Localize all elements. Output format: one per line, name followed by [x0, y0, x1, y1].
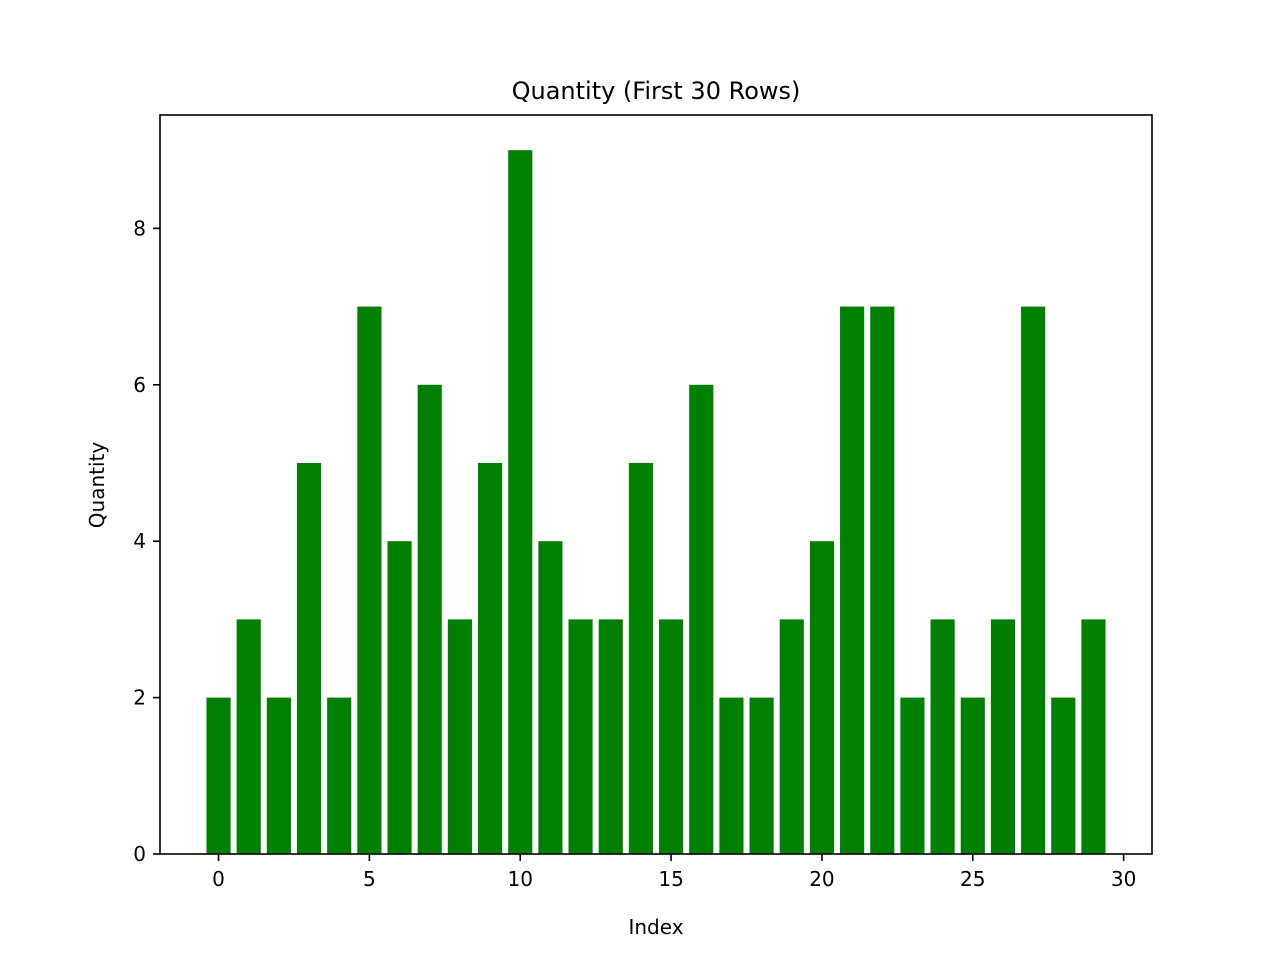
- x-tick-label-15: 15: [658, 867, 683, 891]
- bar-21: [840, 306, 865, 854]
- bar-26: [990, 619, 1016, 854]
- bar-24: [930, 619, 955, 854]
- plot-area-frame: [159, 114, 1153, 855]
- bar-17: [719, 697, 744, 854]
- x-tick-label-5: 5: [363, 867, 376, 891]
- bar-2: [266, 697, 291, 854]
- bar-4: [327, 697, 352, 854]
- bars-group: [206, 150, 1106, 854]
- bar-3: [296, 462, 322, 854]
- bar-0: [206, 697, 231, 854]
- x-tick-label-25: 25: [960, 867, 985, 891]
- x-axis-ticks: 0 5 10 15 20 25 30: [212, 854, 1136, 891]
- y-tick-label-0: 0: [133, 842, 146, 866]
- bar-19: [779, 619, 804, 854]
- bar-23: [900, 697, 925, 854]
- y-tick-label-6: 6: [133, 373, 146, 397]
- y-axis-ticks: 0 2 4 6 8: [133, 216, 160, 866]
- bar-5: [357, 306, 382, 854]
- bar-12: [568, 619, 593, 854]
- bar-20: [809, 541, 835, 854]
- bar-6: [387, 541, 412, 854]
- x-tick-label-30: 30: [1111, 867, 1136, 891]
- y-axis-label: Quantity: [85, 442, 109, 529]
- bar-8: [447, 619, 472, 854]
- bar-16: [689, 384, 714, 854]
- x-axis-label: Index: [628, 915, 683, 939]
- bar-13: [598, 619, 623, 854]
- bar-10: [508, 150, 533, 854]
- bar-7: [417, 384, 442, 854]
- y-tick-label-4: 4: [133, 529, 146, 553]
- x-tick-label-10: 10: [508, 867, 533, 891]
- bar-15: [659, 619, 684, 854]
- bar-9: [477, 462, 503, 854]
- chart-title: Quantity (First 30 Rows): [512, 77, 801, 105]
- x-tick-label-20: 20: [809, 867, 834, 891]
- bar-27: [1021, 306, 1046, 854]
- y-tick-label-2: 2: [133, 686, 146, 710]
- bar-25: [960, 697, 985, 854]
- bar-28: [1051, 697, 1076, 854]
- bar-14: [628, 462, 653, 854]
- y-tick-label-8: 8: [133, 216, 146, 240]
- x-tick-label-0: 0: [212, 867, 225, 891]
- bar-1: [236, 619, 261, 854]
- bar-18: [749, 697, 774, 854]
- bar-29: [1081, 619, 1106, 854]
- bar-22: [870, 306, 895, 854]
- bar-11: [538, 541, 563, 854]
